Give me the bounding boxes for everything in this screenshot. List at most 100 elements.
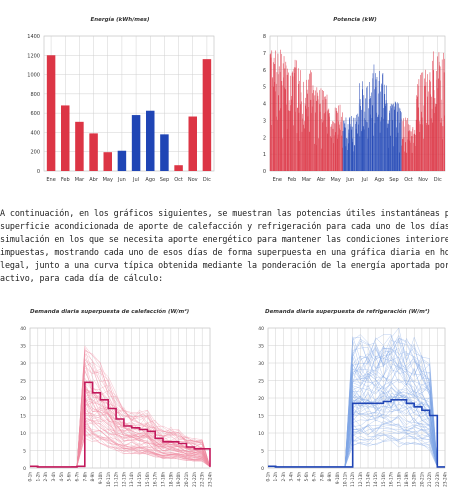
x-tick-label: 7-8h — [319, 472, 324, 482]
y-tick-label: 600 — [30, 111, 40, 117]
x-tick-label: May — [103, 177, 113, 183]
x-tick-label: Jun — [117, 177, 126, 183]
y-tick-label: 0 — [37, 169, 40, 175]
x-tick-label: Ago — [375, 177, 385, 183]
energy-bar-chart: 0 200 400 600 800 1000 1200 1400 Ene Feb Mar Abr May… — [27, 34, 215, 183]
x-tick-label: 7-8h — [82, 472, 87, 482]
x-tick-label: 6-7h — [312, 472, 317, 482]
x-tick-label: 2-3h — [281, 472, 286, 482]
x-tick-label: 17-18h — [396, 472, 401, 487]
typical-curve — [30, 381, 211, 468]
x-tick-label: Sep — [160, 177, 169, 183]
bar — [160, 134, 169, 171]
y-tick-label: 1 — [263, 152, 266, 158]
x-tick-label: 23-24h — [443, 472, 448, 487]
y-tick-label: 30 — [20, 361, 26, 367]
y-tick-label: 5 — [261, 449, 264, 455]
y-tick-label: 5 — [263, 85, 266, 91]
x-tick-label: Dic — [203, 177, 211, 183]
x-tick-label: 11-12h — [350, 472, 355, 487]
bar — [174, 165, 183, 171]
paragraph-line: legal, junto a una curva típica obtenida… — [0, 260, 448, 271]
y-tick-label: 35 — [20, 344, 26, 350]
bar — [117, 150, 127, 171]
bar — [188, 116, 197, 171]
x-tick-label: Feb — [61, 177, 70, 183]
x-tick-label: Jul — [361, 177, 368, 183]
x-tick-label: 0-1h — [266, 472, 271, 482]
x-tick-label: 10-11h — [106, 472, 111, 487]
y-tick-label: 20 — [258, 396, 264, 402]
y-tick-label: 15 — [258, 414, 264, 420]
y-tick-label: 3 — [263, 118, 266, 124]
x-tick-label: 13-14h — [366, 472, 371, 487]
x-tick-label: 0-1h — [28, 472, 33, 482]
y-tick-label: 35 — [258, 344, 264, 350]
x-tick-label: 1-2h — [273, 472, 278, 482]
y-tick-label: 7 — [263, 51, 266, 57]
typical-curve — [268, 399, 445, 468]
y-tick-label: 10 — [258, 431, 264, 437]
x-tick-label: 2-3h — [43, 472, 48, 482]
x-tick-label: 11-12h — [114, 472, 119, 487]
y-tick-label: 2 — [263, 135, 266, 141]
bar — [75, 121, 84, 171]
x-tick-label: Mar — [75, 177, 85, 183]
paragraph-line: impuestas, mostrando cada uno de esos dí… — [0, 247, 448, 258]
x-tick-label: Feb — [287, 177, 296, 183]
y-tick-label: 800 — [30, 92, 40, 98]
y-tick-label: 1400 — [27, 34, 40, 40]
x-tick-label: 3-4h — [51, 472, 56, 482]
x-tick-label: Nov — [188, 177, 198, 183]
x-tick-label: 8-9h — [90, 472, 95, 482]
x-tick-label: 10-11h — [342, 472, 347, 487]
x-tick-label: 4-5h — [296, 472, 301, 482]
x-tick-label: 1-2h — [35, 472, 40, 482]
x-tick-label: Oct — [174, 177, 183, 183]
x-tick-label: 3-4h — [289, 472, 294, 482]
x-tick-label: 16-17h — [153, 472, 158, 487]
x-tick-label: 14-15h — [373, 472, 378, 487]
x-tick-label: 8-9h — [327, 472, 332, 482]
x-tick-label: 4-5h — [59, 472, 64, 482]
x-tick-label: Dic — [434, 177, 442, 183]
x-tick-label: Mar — [302, 177, 312, 183]
x-tick-label: 19-20h — [176, 472, 181, 487]
x-tick-label: 18-19h — [404, 472, 409, 487]
y-tick-label: 10 — [20, 431, 26, 437]
y-tick-label: 0 — [23, 466, 26, 472]
x-tick-label: 9-10h — [335, 472, 340, 485]
x-tick-label: Abr — [317, 177, 327, 183]
x-tick-label: 16-17h — [389, 472, 394, 487]
power-area-chart: 0 1 2 3 4 5 6 7 8 Ene Feb Mar Abr May Jun Jul Ago Sep Oct N… — [263, 34, 446, 183]
y-tick-label: 1000 — [27, 73, 40, 79]
energy-chart-title: Energía (kWh/mes) — [90, 17, 150, 23]
bar — [103, 152, 112, 171]
y-tick-label: 4 — [263, 102, 266, 108]
x-tick-label: 9-10h — [98, 472, 103, 485]
x-tick-label: 19-20h — [412, 472, 417, 487]
bar — [202, 59, 212, 172]
x-tick-label: 21-22h — [192, 472, 197, 487]
y-tick-label: 25 — [258, 379, 264, 385]
y-tick-label: 0 — [261, 466, 264, 472]
x-tick-label: 22-23h — [435, 472, 440, 487]
paragraph-line: A continuación, en los gráficos siguient… — [0, 208, 448, 218]
paragraph-line: activo, para cada día de cálculo: — [0, 273, 164, 284]
y-tick-label: 20 — [20, 396, 26, 402]
y-tick-label: 8 — [263, 34, 266, 40]
x-tick-label: Ago — [145, 177, 155, 183]
x-tick-label: May — [330, 177, 340, 183]
bar — [61, 105, 70, 171]
x-tick-label: 12-13h — [358, 472, 363, 487]
power-chart-title: Potencia (kW) — [333, 17, 377, 23]
heating-daily-chart: 0 5 10 15 20 25 30 35 40 0-1h 1-2h 2-3h 3-4h 4-5h 5-6h… — [20, 326, 213, 487]
x-tick-label: 5-6h — [304, 472, 309, 482]
x-tick-label: Jul — [132, 177, 139, 183]
x-tick-label: 23-24h — [208, 472, 213, 487]
cooling-chart-title: Demanda diaria superpuesta de refrigerac… — [265, 309, 430, 315]
y-tick-label: 40 — [20, 326, 26, 332]
paragraph-line: superficie acondicionada de aporte de ca… — [0, 221, 448, 232]
x-tick-label: 15-16h — [145, 472, 150, 487]
x-tick-label: 6-7h — [74, 472, 79, 482]
